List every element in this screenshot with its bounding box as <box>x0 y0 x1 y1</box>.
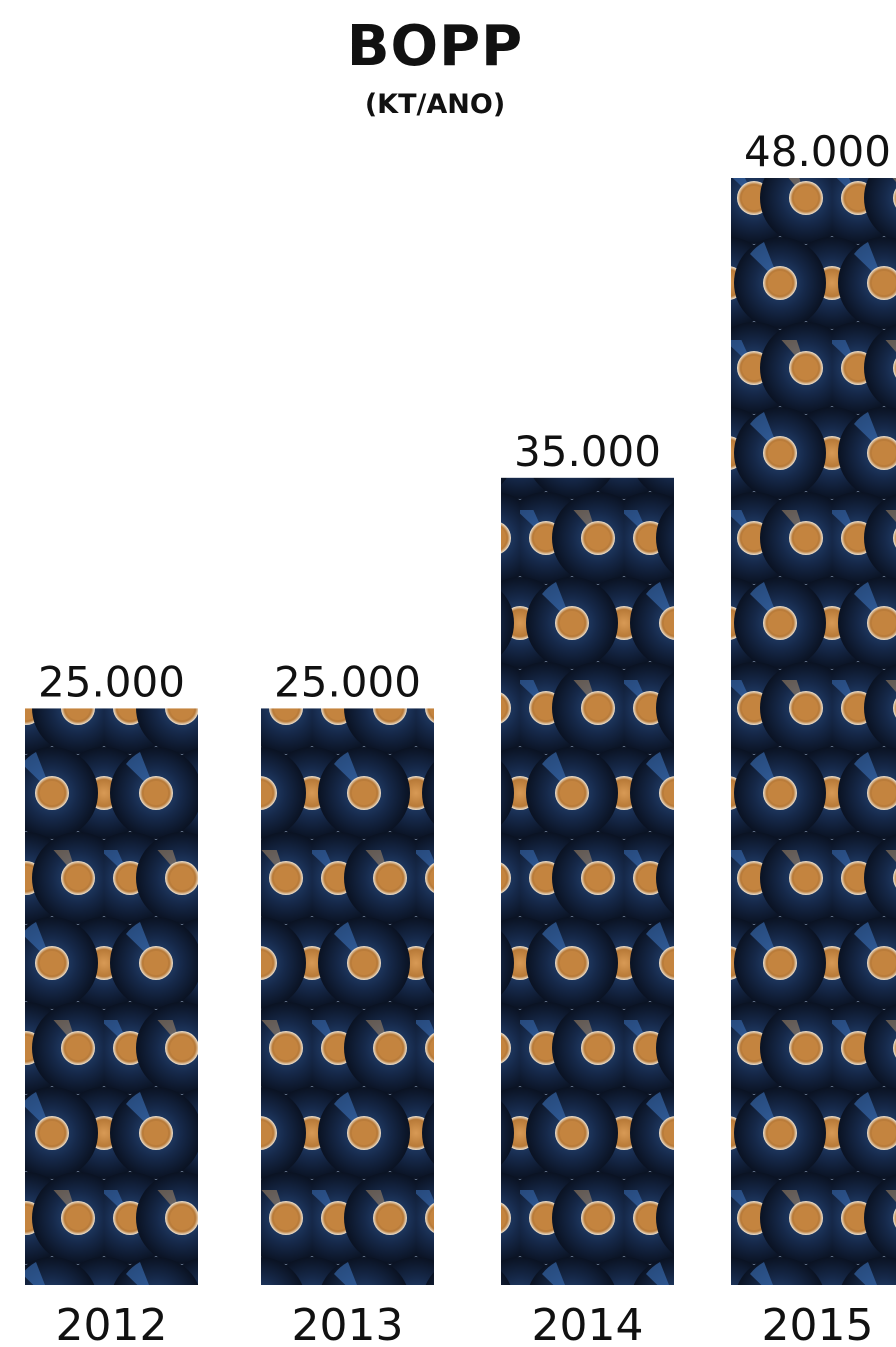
chart-title: BOPP <box>346 14 524 79</box>
category-label-2013: 2013 <box>292 1300 404 1347</box>
value-label-2012: 25.000 <box>38 657 185 706</box>
bar-2012 <box>25 708 198 1285</box>
category-label-2014: 2014 <box>532 1300 644 1347</box>
value-label-2015: 48.000 <box>744 127 891 176</box>
category-label-2015: 2015 <box>762 1300 874 1347</box>
bar-2014 <box>501 477 674 1285</box>
chart-subtitle: (KT/ANO) <box>364 89 506 120</box>
value-label-2014: 35.000 <box>514 427 661 476</box>
value-label-2013: 25.000 <box>274 657 421 706</box>
bar-2013 <box>261 708 434 1285</box>
bar-2015 <box>731 178 896 1285</box>
category-label-2012: 2012 <box>56 1300 168 1347</box>
